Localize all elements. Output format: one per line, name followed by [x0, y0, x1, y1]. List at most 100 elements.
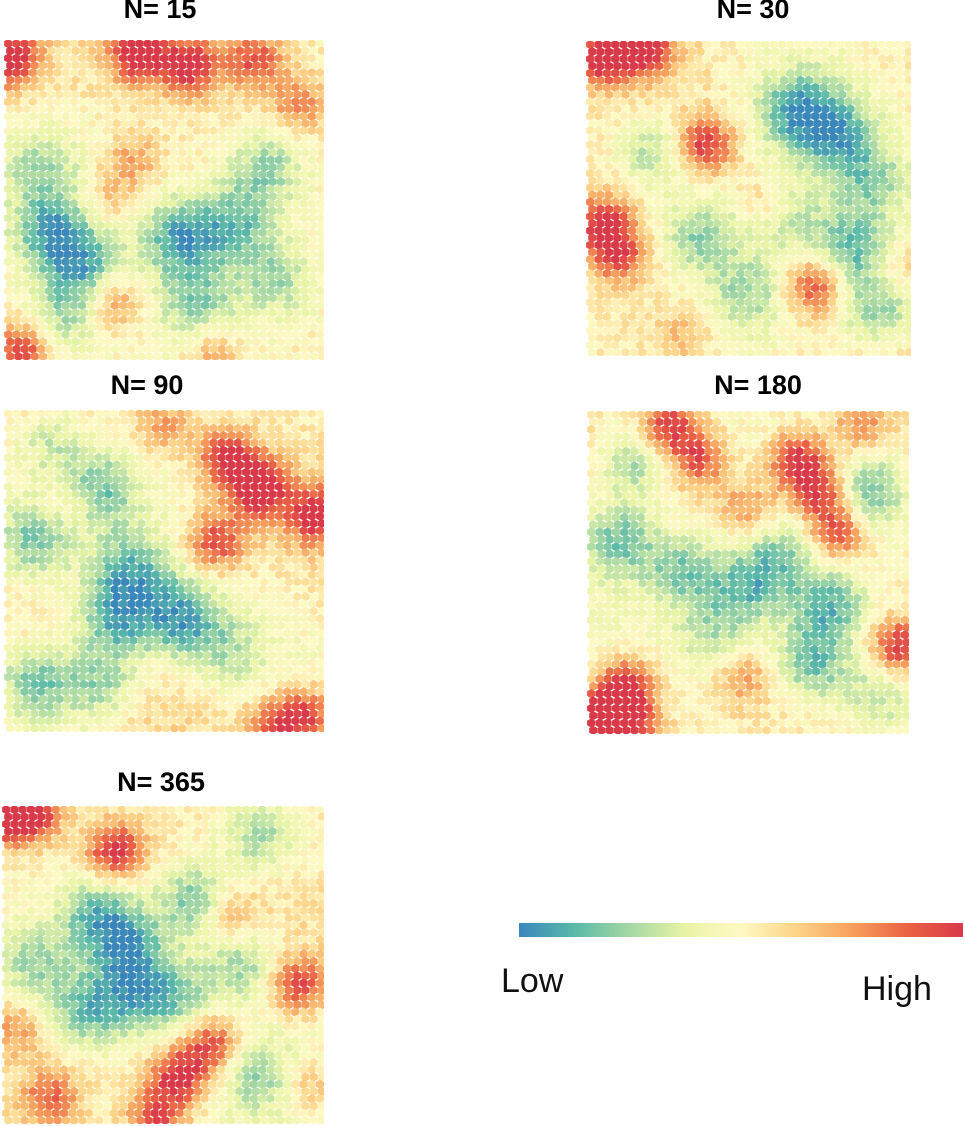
hex-cell: [184, 496, 193, 507]
hex-cell: [160, 344, 168, 354]
hex-cell: [110, 599, 119, 609]
hex-cell: [178, 46, 187, 56]
hex-cell: [646, 161, 655, 171]
hex-cell: [260, 592, 269, 602]
hex-cell: [211, 489, 220, 499]
hex-cell: [636, 326, 645, 336]
hex-cell: [309, 220, 318, 230]
hex-cell: [586, 125, 595, 136]
hex-cell: [4, 315, 13, 325]
hex-cell: [30, 264, 39, 274]
hex-cell: [112, 337, 121, 347]
hex-cell: [6, 548, 15, 558]
hex-cell: [679, 75, 688, 85]
hex-cell: [135, 467, 144, 477]
hex-cell: [854, 247, 863, 257]
hex-cell: [877, 326, 886, 336]
hex-cell: [283, 40, 292, 49]
hex-cell: [686, 340, 695, 350]
hex-cell: [242, 657, 250, 668]
hex-cell: [904, 47, 911, 57]
hex-cell: [299, 242, 308, 252]
hex-cell: [178, 665, 187, 675]
hex-cell: [227, 445, 236, 455]
hex-cell: [293, 293, 302, 303]
hex-cell: [233, 271, 242, 281]
hex-cell: [266, 423, 275, 433]
hex-cell: [12, 599, 21, 609]
hex-cell: [877, 240, 886, 250]
hex-cell: [162, 206, 170, 216]
hex-cell: [746, 276, 755, 286]
hex-cell: [621, 161, 630, 171]
hex-cell: [274, 540, 283, 550]
hex-cell: [301, 337, 310, 347]
hex-cell: [301, 133, 310, 143]
hex-cell: [55, 635, 64, 646]
hex-cell: [794, 240, 803, 250]
hex-cell: [250, 423, 259, 433]
hex-cell: [176, 438, 185, 448]
hex-cell: [217, 155, 226, 165]
hex-cell: [194, 416, 203, 426]
hex-cell: [55, 191, 64, 201]
hex-cell: [47, 635, 56, 646]
hex-cell: [110, 155, 119, 165]
hex-cell: [266, 286, 275, 296]
hex-cell: [69, 242, 78, 252]
hex-cell: [721, 247, 730, 257]
hex-cell: [78, 242, 86, 252]
hex-cell: [119, 657, 127, 668]
hex-cell: [78, 82, 86, 92]
hex-cell: [621, 204, 630, 214]
hex-cell: [176, 140, 185, 150]
hex-cell: [160, 286, 168, 296]
hex-cell: [769, 326, 778, 336]
hex-cell: [80, 548, 88, 558]
hex-cell: [877, 68, 886, 78]
hex-cell: [307, 184, 316, 194]
hex-cell: [821, 347, 830, 356]
hex-cell: [819, 125, 828, 136]
hex-cell: [283, 687, 292, 697]
hex-cell: [318, 133, 324, 143]
hex-cell: [604, 233, 613, 243]
hex-cell: [225, 315, 234, 325]
hex-cell: [721, 218, 730, 229]
hex-cell: [763, 190, 772, 200]
hex-cell: [713, 104, 722, 114]
hex-cell: [844, 183, 853, 193]
hex-cell: [88, 431, 97, 441]
hex-cell: [694, 340, 703, 350]
hex-cell: [846, 247, 855, 257]
hex-cell: [636, 125, 645, 136]
hex-cell: [896, 190, 905, 200]
hex-cell: [186, 650, 195, 660]
hex-cell: [96, 337, 105, 347]
hex-cell: [151, 482, 160, 492]
hex-cell: [203, 90, 212, 100]
hex-cell: [315, 126, 324, 136]
hex-cell: [104, 60, 113, 70]
hex-cell: [55, 577, 64, 587]
hex-cell: [201, 526, 209, 536]
hex-cell: [844, 125, 853, 136]
hex-cell: [112, 445, 121, 455]
hex-cell: [629, 104, 638, 114]
hex-cell: [679, 304, 688, 315]
hex-cell: [22, 460, 31, 470]
hex-cell: [94, 423, 103, 433]
hex-cell: [12, 496, 21, 507]
hex-cell: [736, 326, 745, 336]
hex-cell: [6, 177, 15, 187]
hex-cell: [588, 347, 597, 356]
hex-cell: [301, 665, 310, 675]
hex-cell: [611, 97, 620, 107]
hex-cell: [299, 111, 308, 121]
hex-cell: [711, 326, 720, 336]
hex-cell: [71, 293, 80, 303]
hex-cell: [652, 312, 661, 322]
hex-cell: [143, 300, 152, 310]
hex-cell: [39, 665, 47, 675]
hex-cell: [86, 453, 95, 463]
